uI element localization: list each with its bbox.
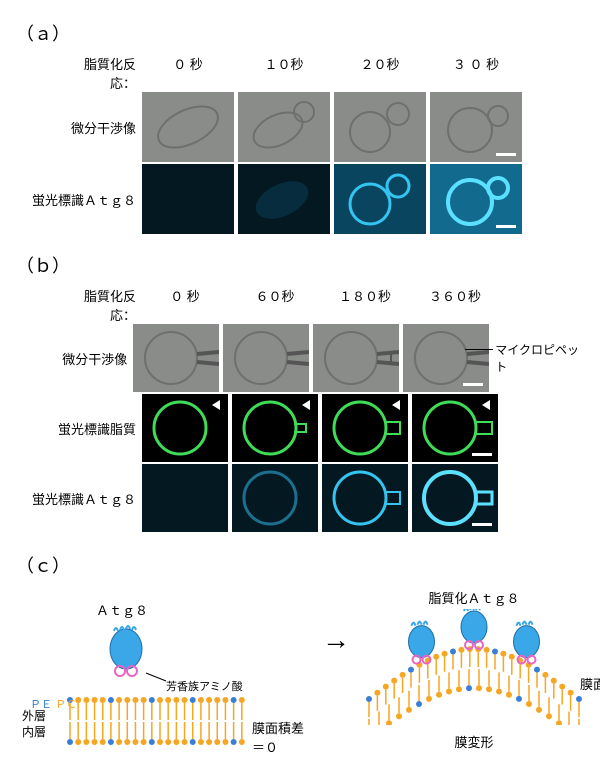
outer-label: 外層 bbox=[22, 708, 46, 724]
lipidated-atg8-label: 脂質化Ａｔｇ８ bbox=[364, 588, 584, 607]
area-eq0-label: 膜面積差＝０ bbox=[252, 718, 308, 756]
panel-a-row1-label: 微分干渉像 bbox=[16, 118, 142, 137]
panel-a-time-2: ２０秒 bbox=[334, 54, 426, 90]
scalebar bbox=[496, 153, 516, 156]
pc-label: ＰＣ bbox=[55, 699, 77, 711]
area-gt0-label: 膜面積差＞０ bbox=[580, 674, 600, 693]
panel-b-blue-cells bbox=[142, 464, 498, 532]
panel-b-time-0: ０ 秒 bbox=[142, 286, 228, 322]
panel-b-row2-label: 蛍光標識脂質 bbox=[16, 419, 142, 438]
panel-b-green-cells bbox=[142, 394, 498, 462]
panel-c-label: （ｃ） bbox=[16, 552, 584, 578]
scalebar bbox=[496, 225, 516, 228]
arrowhead-icon bbox=[302, 400, 310, 410]
deform-label: 膜変形 bbox=[364, 732, 584, 751]
panel-a-time-prefix: 脂質化反応： bbox=[66, 54, 136, 92]
panel-b-row1-label: 微分干渉像 bbox=[16, 349, 133, 368]
inner-label: 内層 bbox=[22, 724, 46, 740]
panel-a-label: （ａ） bbox=[16, 20, 584, 46]
panel-a-row2-label: 蛍光標識Ａｔｇ８ bbox=[16, 190, 142, 209]
panel-b-time-1: ６０秒 bbox=[232, 286, 318, 322]
arrow-icon: → bbox=[314, 624, 358, 716]
panel-a-dic-cells bbox=[142, 92, 522, 162]
panel-b-row3-label: 蛍光標識Ａｔｇ８ bbox=[16, 489, 142, 508]
arrowhead-icon bbox=[392, 400, 400, 410]
arrowhead-icon bbox=[212, 400, 220, 410]
panel-b-label: （ｂ） bbox=[16, 252, 584, 278]
panel-a-time-0: ０ 秒 bbox=[142, 54, 234, 90]
scalebar bbox=[463, 383, 483, 386]
scalebar bbox=[472, 453, 492, 456]
panel-a-time-1: １０秒 bbox=[238, 54, 330, 90]
aromatic-label: 芳香族アミノ酸 bbox=[166, 678, 243, 694]
atg8-label: Ａｔｇ８ bbox=[96, 600, 308, 619]
scalebar bbox=[472, 523, 492, 526]
arrowhead-icon bbox=[482, 400, 490, 410]
panel-b-time-2: １８０秒 bbox=[322, 286, 408, 322]
panel-b-time-3: ３６０秒 bbox=[412, 286, 498, 322]
panel-a-fl-cells bbox=[142, 164, 522, 234]
membrane-left bbox=[66, 694, 246, 748]
membrane-right bbox=[364, 609, 584, 725]
panel-b-time-prefix: 脂質化反応： bbox=[66, 286, 136, 324]
panel-b-dic-cells bbox=[133, 324, 489, 392]
panel-a-time-3: ３ ０ 秒 bbox=[430, 54, 522, 90]
panel-c-diagram: Ａｔｇ８ 芳香族アミノ酸 ＰＥ ＰＣ 外層 内層 膜面積差＝０ → 脂質化Ａｔｇ… bbox=[22, 588, 584, 751]
micropipette-annotation: マイクロピペット bbox=[495, 341, 584, 375]
